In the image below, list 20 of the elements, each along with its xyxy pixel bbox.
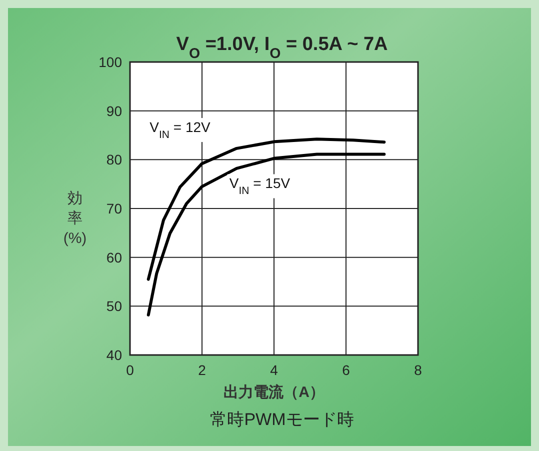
x-tick-label: 0 xyxy=(126,362,134,378)
x-tick-label: 8 xyxy=(414,362,422,378)
y-tick-label: 60 xyxy=(106,249,122,266)
y-axis-title: 効率 (%) xyxy=(63,190,87,247)
y-tick-label: 50 xyxy=(106,298,122,314)
text: 常時PWMモード時 xyxy=(210,410,354,429)
line-series xyxy=(146,138,386,281)
y-tick-label: 40 xyxy=(106,347,122,363)
series-label: V$_{IN}$ = 15V xyxy=(229,175,291,198)
x-axis-title: 出力電流（A） xyxy=(224,383,324,401)
chart-title: V$_{O}$ =1.0V, I$_{O}$ = 0.5A ~ 7A xyxy=(176,34,388,62)
y-tick-label: 80 xyxy=(106,152,122,168)
x-tick-label: 2 xyxy=(198,362,206,378)
y-tick-label: 70 xyxy=(106,200,122,216)
series-label: V$_{IN}$ = 12V xyxy=(150,119,212,142)
y-tick-label: 90 xyxy=(106,102,122,119)
x-tick-label: 4 xyxy=(270,362,278,378)
line-series xyxy=(146,152,386,316)
y-tick-label: 100 xyxy=(98,54,122,70)
x-tick-label: 6 xyxy=(342,362,350,378)
